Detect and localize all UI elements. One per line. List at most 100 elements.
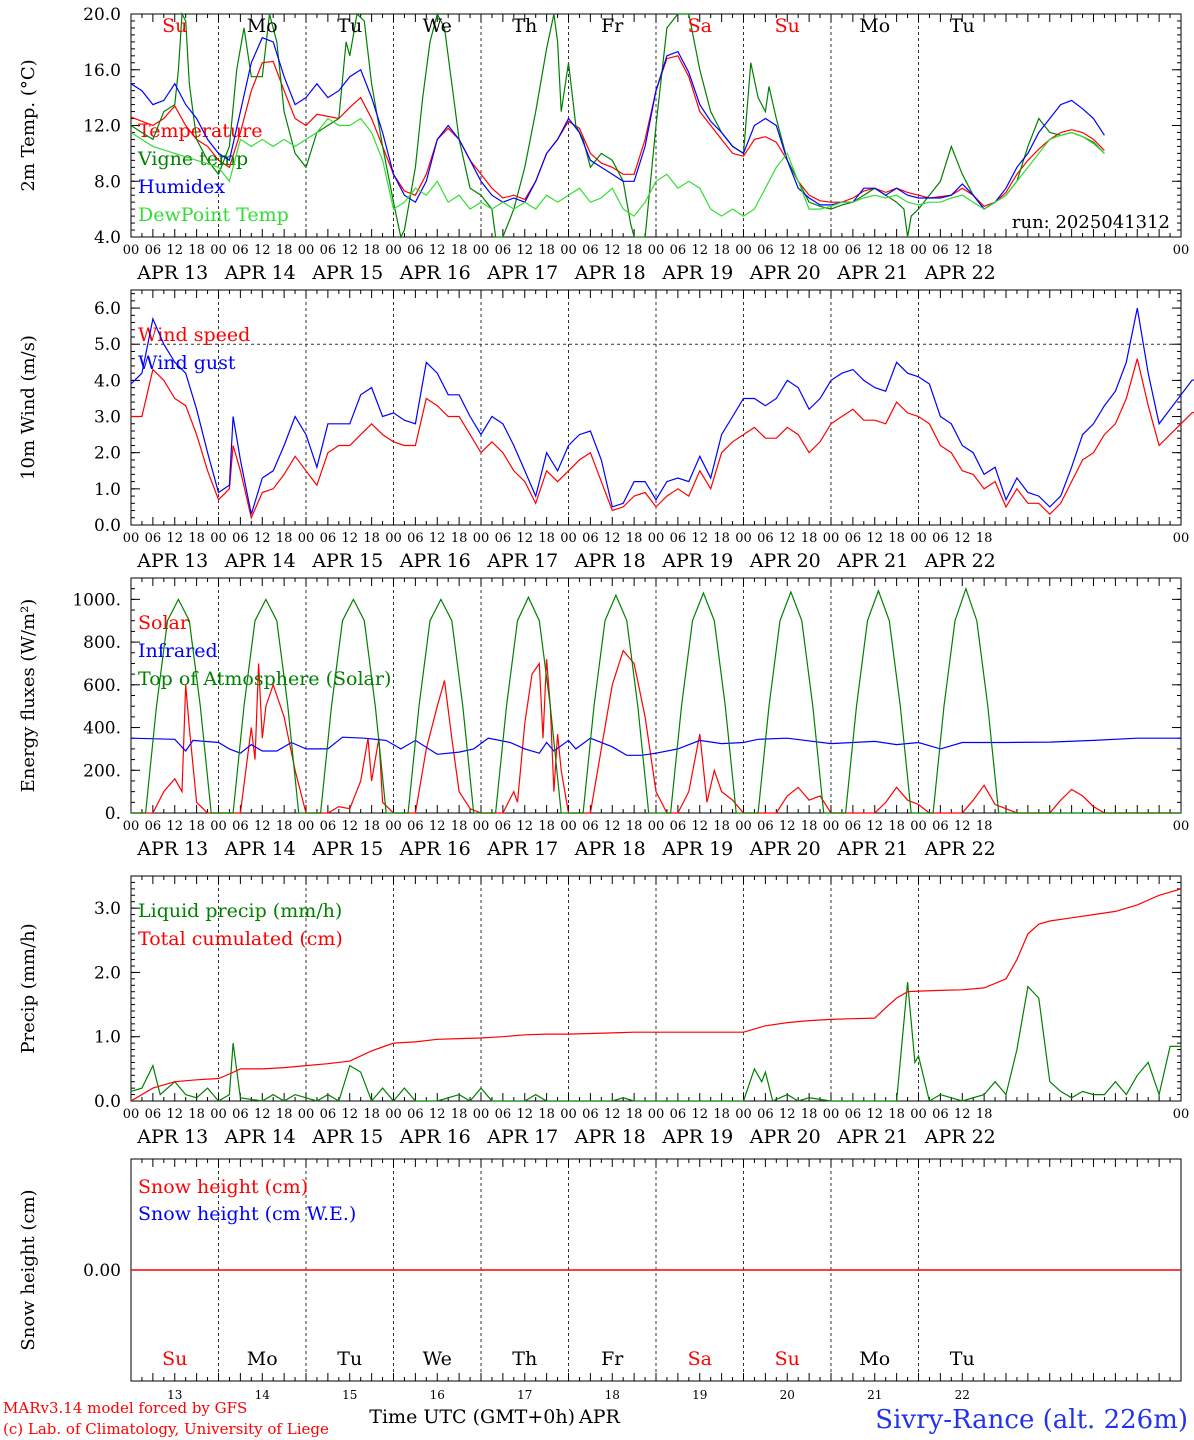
hour-tick-label: 18: [976, 819, 993, 834]
hour-tick-label: 00: [910, 1107, 927, 1122]
hour-tick-label: 18: [713, 243, 730, 258]
hour-tick-label: 12: [866, 1107, 883, 1122]
hour-tick-label: 00: [473, 819, 490, 834]
hour-tick-label: 06: [932, 243, 949, 258]
weekday-label: Mo: [247, 15, 278, 37]
hour-tick-label: 12: [341, 531, 358, 546]
hour-tick-label: 06: [582, 243, 599, 258]
y-tick-label: 16.0: [83, 61, 121, 81]
credit-line: (c) Lab. of Climatology, University of L…: [3, 1420, 329, 1438]
weekday-label: Su: [162, 1348, 187, 1370]
hour-tick-label: 18: [538, 243, 555, 258]
y-tick-label: 400.: [83, 719, 121, 739]
hour-tick-label: 00: [1173, 243, 1190, 258]
hour-tick-label: 18: [976, 531, 993, 546]
weekday-label: Sa: [688, 15, 712, 37]
hour-tick-label: 06: [407, 1107, 424, 1122]
hour-tick-label: 12: [166, 1107, 183, 1122]
date-label: APR 19: [661, 550, 733, 572]
hour-tick-label: 00: [1173, 819, 1190, 834]
day-number: 16: [430, 1388, 445, 1402]
hour-tick-label: 00: [210, 1107, 227, 1122]
legend-entry: DewPoint Temp: [138, 204, 289, 226]
hour-tick-label: 18: [888, 531, 905, 546]
date-label: APR 22: [924, 262, 996, 284]
y-tick-label: 8.0: [94, 172, 121, 192]
hour-tick-label: 18: [713, 1107, 730, 1122]
y-tick-label: 3.0: [94, 408, 121, 428]
hour-tick-label: 18: [276, 243, 293, 258]
hour-tick-label: 12: [429, 531, 446, 546]
hour-tick-label: 00: [473, 531, 490, 546]
legend-entry: Infrared: [138, 640, 218, 662]
hour-tick-label: 18: [276, 819, 293, 834]
hour-tick-label: 12: [429, 1107, 446, 1122]
hour-tick-label: 00: [1173, 531, 1190, 546]
weekday-label: Mo: [247, 1348, 278, 1370]
day-number: 15: [342, 1388, 357, 1402]
date-label: APR 14: [224, 550, 296, 572]
weekday-label: Th: [512, 15, 537, 37]
y-axis-label: 2m Temp. (°C): [18, 59, 39, 191]
hour-tick-label: 12: [691, 819, 708, 834]
hour-tick-label: 12: [516, 243, 533, 258]
date-label: APR 16: [399, 1126, 471, 1148]
date-label: APR 13: [136, 1126, 208, 1148]
legend-entry: Humidex: [138, 176, 225, 198]
hour-tick-label: 06: [495, 531, 512, 546]
hour-tick-label: 12: [691, 1107, 708, 1122]
date-label: APR 14: [224, 1126, 296, 1148]
hour-tick-label: 06: [582, 819, 599, 834]
date-label: APR 22: [924, 1126, 996, 1148]
hour-tick-label: 00: [735, 1107, 752, 1122]
hour-tick-label: 18: [888, 243, 905, 258]
hour-tick-label: 06: [232, 531, 249, 546]
hour-tick-label: 12: [604, 531, 621, 546]
y-tick-label: 20.0: [83, 5, 121, 25]
hour-tick-label: 06: [407, 243, 424, 258]
hour-tick-label: 06: [670, 819, 687, 834]
hour-tick-label: 12: [341, 243, 358, 258]
weekday-label: Sa: [688, 1348, 712, 1370]
hour-tick-label: 18: [451, 819, 468, 834]
legend-entry: Liquid precip (mm/h): [138, 900, 342, 922]
date-label: APR 17: [486, 262, 558, 284]
hour-tick-label: 00: [210, 531, 227, 546]
hour-tick-label: 00: [560, 819, 577, 834]
hour-tick-label: 12: [341, 819, 358, 834]
date-label: APR 22: [924, 838, 996, 860]
hour-tick-label: 18: [451, 1107, 468, 1122]
hour-tick-label: 00: [823, 819, 840, 834]
day-number: 22: [955, 1388, 970, 1402]
hour-tick-label: 00: [298, 1107, 315, 1122]
hour-tick-label: 00: [385, 1107, 402, 1122]
hour-tick-label: 12: [954, 531, 971, 546]
hour-tick-label: 06: [495, 1107, 512, 1122]
hour-tick-label: 00: [735, 819, 752, 834]
y-axis-label: Energy fluxes (W/m²): [18, 599, 39, 793]
hour-tick-label: 12: [604, 819, 621, 834]
hour-tick-label: 18: [713, 819, 730, 834]
hour-tick-label: 18: [363, 1107, 380, 1122]
hour-tick-label: 00: [735, 243, 752, 258]
legend-entry: Wind gust: [138, 352, 236, 374]
hour-tick-label: 00: [123, 243, 140, 258]
hour-tick-label: 00: [910, 819, 927, 834]
date-label: APR 20: [749, 550, 821, 572]
hour-tick-label: 18: [538, 1107, 555, 1122]
day-number: 19: [692, 1388, 707, 1402]
date-label: APR 16: [399, 838, 471, 860]
hour-tick-label: 06: [145, 531, 162, 546]
hour-tick-label: 00: [123, 531, 140, 546]
weekday-label: We: [423, 1348, 452, 1370]
hour-tick-label: 06: [757, 243, 774, 258]
day-number: 14: [255, 1388, 271, 1402]
legend-entry: Snow height (cm): [138, 1176, 308, 1198]
hour-tick-label: 12: [429, 243, 446, 258]
hour-tick-label: 00: [823, 243, 840, 258]
weekday-label: Th: [512, 1348, 537, 1370]
hour-tick-label: 12: [166, 531, 183, 546]
y-tick-label: 5.0: [94, 335, 121, 355]
series-line: [130, 55, 1105, 207]
hour-tick-label: 12: [254, 819, 271, 834]
